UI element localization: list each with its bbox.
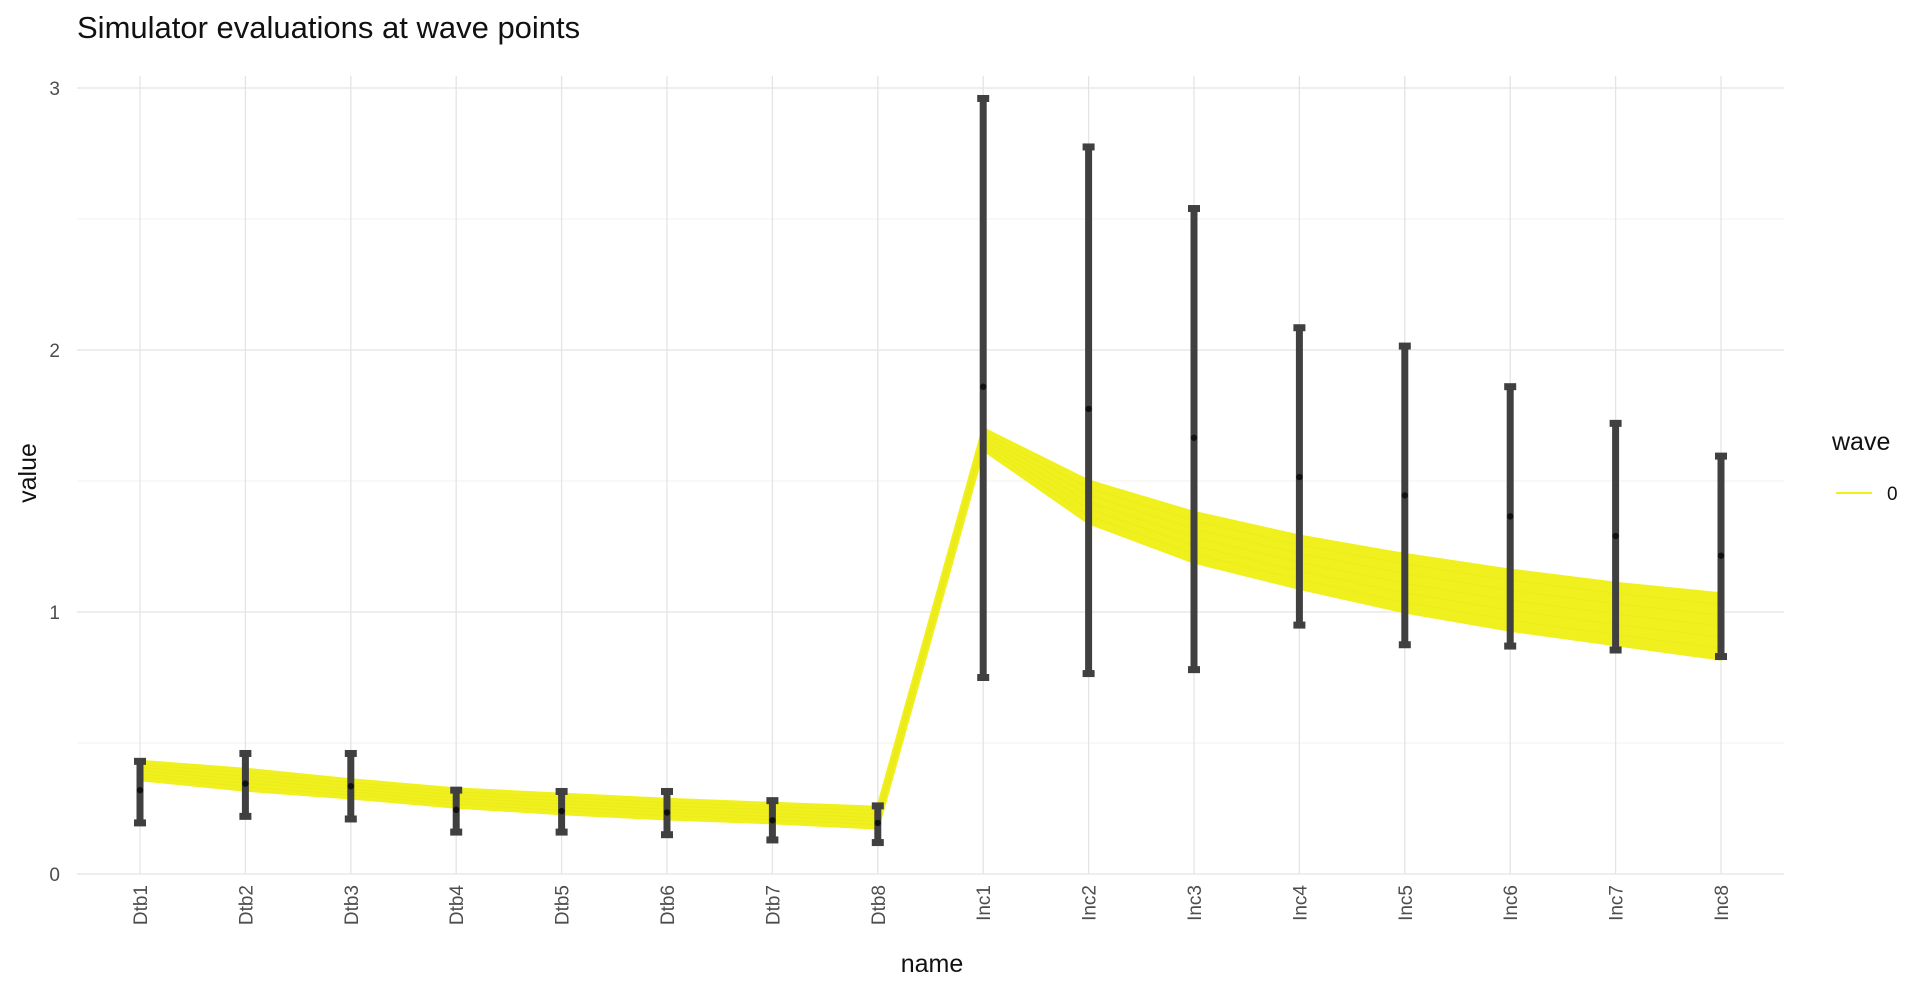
target-point — [1612, 532, 1619, 540]
target-point — [874, 819, 881, 827]
x-tick-label: Inc4 — [1290, 885, 1311, 921]
legend-title: wave — [1831, 428, 1890, 456]
legend-label: 0 — [1887, 484, 1898, 505]
y-tick-label: 3 — [49, 79, 60, 100]
legend: wave 0 — [1831, 428, 1898, 505]
x-tick-label: Dtb3 — [342, 885, 363, 925]
x-tick-label: Inc5 — [1396, 885, 1417, 921]
target-point — [1190, 434, 1198, 441]
y-axis-tick-labels: 0 1 2 3 — [49, 79, 60, 886]
x-axis-title: name — [901, 950, 964, 978]
target-point — [1085, 405, 1092, 413]
x-tick-label: Dtb7 — [763, 885, 784, 925]
target-point — [347, 783, 354, 790]
y-tick-label: 0 — [49, 865, 60, 886]
target-point — [1296, 473, 1303, 481]
target-point — [1717, 552, 1725, 559]
simulation-run-line — [139, 441, 1722, 822]
x-tick-label: Inc2 — [1080, 885, 1101, 921]
target-point — [769, 817, 776, 824]
y-axis-title: value — [14, 443, 42, 503]
target-point — [1507, 513, 1514, 520]
x-tick-label: Dtb2 — [236, 885, 257, 925]
x-tick-label: Inc8 — [1712, 885, 1733, 921]
target-point — [242, 780, 249, 787]
target-error-bars — [134, 94, 1727, 847]
simulation-run-line — [139, 431, 1722, 812]
y-tick-label: 2 — [49, 341, 60, 362]
x-tick-label: Inc3 — [1185, 885, 1206, 921]
simulation-run-line — [139, 445, 1722, 826]
target-point — [453, 806, 460, 814]
x-tick-label: Dtb4 — [447, 885, 468, 926]
target-point — [663, 809, 671, 816]
y-tick-label: 1 — [49, 603, 60, 624]
x-tick-label: Dtb6 — [658, 885, 679, 925]
x-tick-label: Inc7 — [1607, 885, 1628, 921]
x-axis-tick-labels: Dtb1 Dtb2 Dtb3 Dtb4 Dtb5 Dtb6 Dtb7 Dtb8 Inc1 Inc2… — [131, 885, 1733, 926]
simulation-run-line — [139, 438, 1722, 819]
simulation-run-line — [139, 434, 1722, 815]
x-tick-label: Dtb5 — [553, 885, 574, 925]
chart-title: Simulator evaluations at wave points — [77, 10, 581, 45]
target-point — [136, 786, 144, 794]
simulation-band — [138, 427, 1723, 830]
target-point — [980, 383, 987, 390]
x-tick-label: Dtb8 — [869, 885, 890, 925]
target-point — [558, 807, 565, 815]
grid-lines — [77, 76, 1784, 875]
target-point — [1401, 492, 1409, 499]
x-tick-label: Dtb1 — [131, 885, 152, 925]
x-tick-label: Inc1 — [974, 885, 995, 921]
x-tick-label: Inc6 — [1501, 885, 1522, 921]
